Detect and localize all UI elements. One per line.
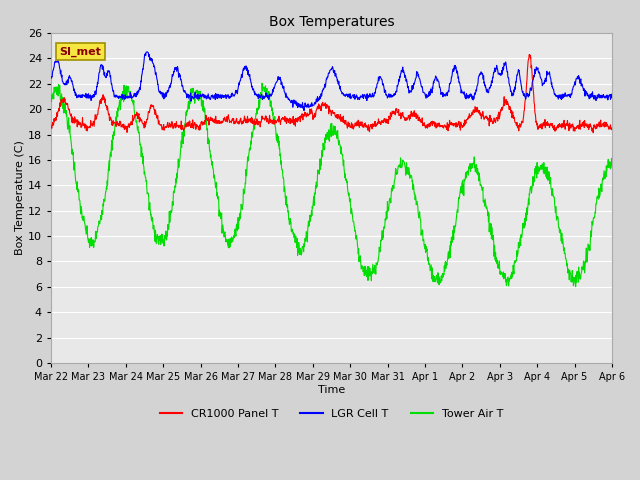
Text: SI_met: SI_met (60, 47, 101, 57)
Title: Box Temperatures: Box Temperatures (269, 15, 394, 29)
X-axis label: Time: Time (318, 385, 345, 395)
Legend: CR1000 Panel T, LGR Cell T, Tower Air T: CR1000 Panel T, LGR Cell T, Tower Air T (155, 405, 508, 423)
Y-axis label: Box Temperature (C): Box Temperature (C) (15, 141, 25, 255)
